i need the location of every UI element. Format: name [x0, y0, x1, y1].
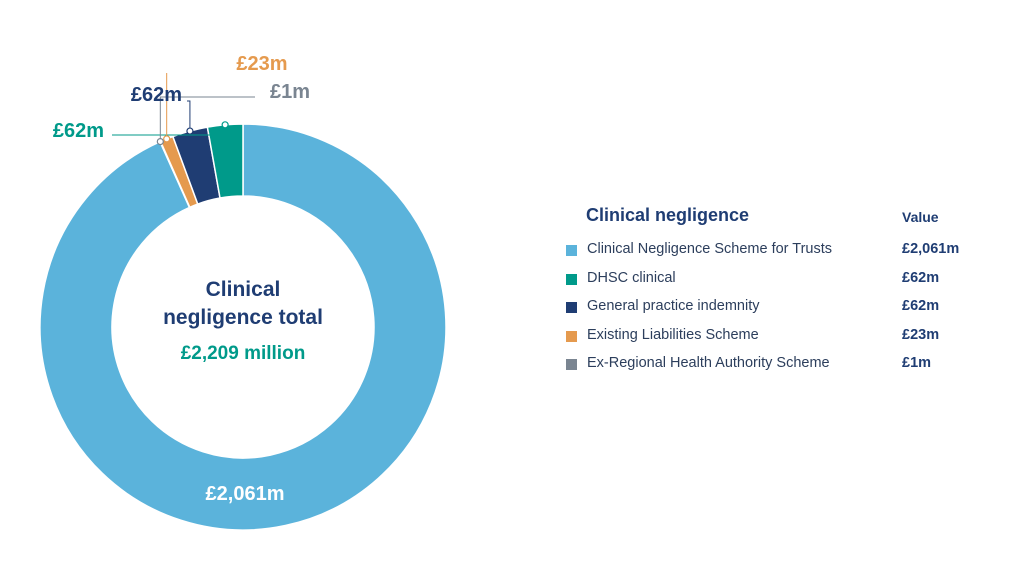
legend-value: £1m	[902, 355, 932, 371]
donut-slices	[39, 123, 447, 531]
legend-value: £62m	[902, 298, 940, 314]
leader-line-ex-regional-health-authority-scheme	[159, 96, 255, 142]
slice-label-clinical-negligence-scheme-for-trusts: £2,061m	[206, 483, 285, 505]
legend-value-header: Value	[902, 209, 939, 225]
legend-title: Clinical negligence	[586, 205, 750, 225]
legend-label: Clinical Negligence Scheme for Trusts	[587, 241, 832, 257]
slice-labels: £2,061m £62m £62m £23m £1m	[53, 53, 310, 505]
legend-swatch	[566, 359, 577, 370]
legend-value: £62m	[902, 269, 940, 286]
legend-swatch	[566, 245, 577, 256]
legend-rows: Clinical Negligence Scheme for Trusts £2,…	[566, 241, 986, 384]
legend-label: Ex-Regional Health Authority Scheme	[587, 355, 830, 371]
legend-value: £23m	[902, 326, 940, 343]
legend-swatch	[566, 302, 577, 313]
slice-clinical-negligence-scheme-for-trusts	[39, 123, 447, 531]
legend-row-dhsc-clinical: DHSC clinical £62m	[566, 270, 986, 299]
legend-row-ex-regional-health-authority-scheme: Ex-Regional Health Authority Scheme £1m	[566, 355, 986, 384]
center-total-value: £2,209 million	[181, 343, 306, 364]
legend-label: DHSC clinical	[587, 269, 676, 286]
slice-label-dhsc-clinical: £62m	[53, 120, 104, 142]
center-title-line2: negligence total	[163, 306, 323, 329]
leader-line-dhsc-clinical	[112, 124, 226, 136]
legend-row-clinical-negligence-scheme-for-trusts: Clinical Negligence Scheme for Trusts £2,…	[566, 241, 986, 270]
legend-row-general-practice-indemnity: General practice indemnity £62m	[566, 298, 986, 327]
slice-label-existing-liabilities-scheme: £23m	[236, 53, 287, 75]
slice-label-ex-regional-health-authority-scheme: £1m	[270, 81, 310, 103]
legend-header: Clinical negligence Value	[566, 205, 986, 241]
slice-leader-lines	[112, 73, 255, 146]
leader-dot-general-practice-indemnity	[186, 127, 194, 135]
leader-dot-dhsc-clinical	[221, 121, 229, 129]
slice-dhsc-clinical	[206, 123, 244, 199]
legend-swatch	[566, 273, 577, 285]
legend-label: Existing Liabilities Scheme	[587, 326, 759, 343]
leader-dot-ex-regional-health-authority-scheme	[156, 138, 164, 146]
center-title-line1: Clinical	[206, 278, 281, 301]
legend-row-existing-liabilities-scheme: Existing Liabilities Scheme £23m	[566, 327, 986, 356]
legend-swatch	[566, 330, 577, 342]
slice-label-general-practice-indemnity: £62m	[131, 84, 182, 106]
leader-line-general-practice-indemnity	[187, 100, 191, 132]
leader-dot-existing-liabilities-scheme	[163, 135, 171, 143]
legend: Clinical negligence Value Clinical Negli…	[566, 205, 986, 384]
legend-value: £2,061m	[902, 241, 960, 257]
legend-label: General practice indemnity	[587, 298, 760, 314]
